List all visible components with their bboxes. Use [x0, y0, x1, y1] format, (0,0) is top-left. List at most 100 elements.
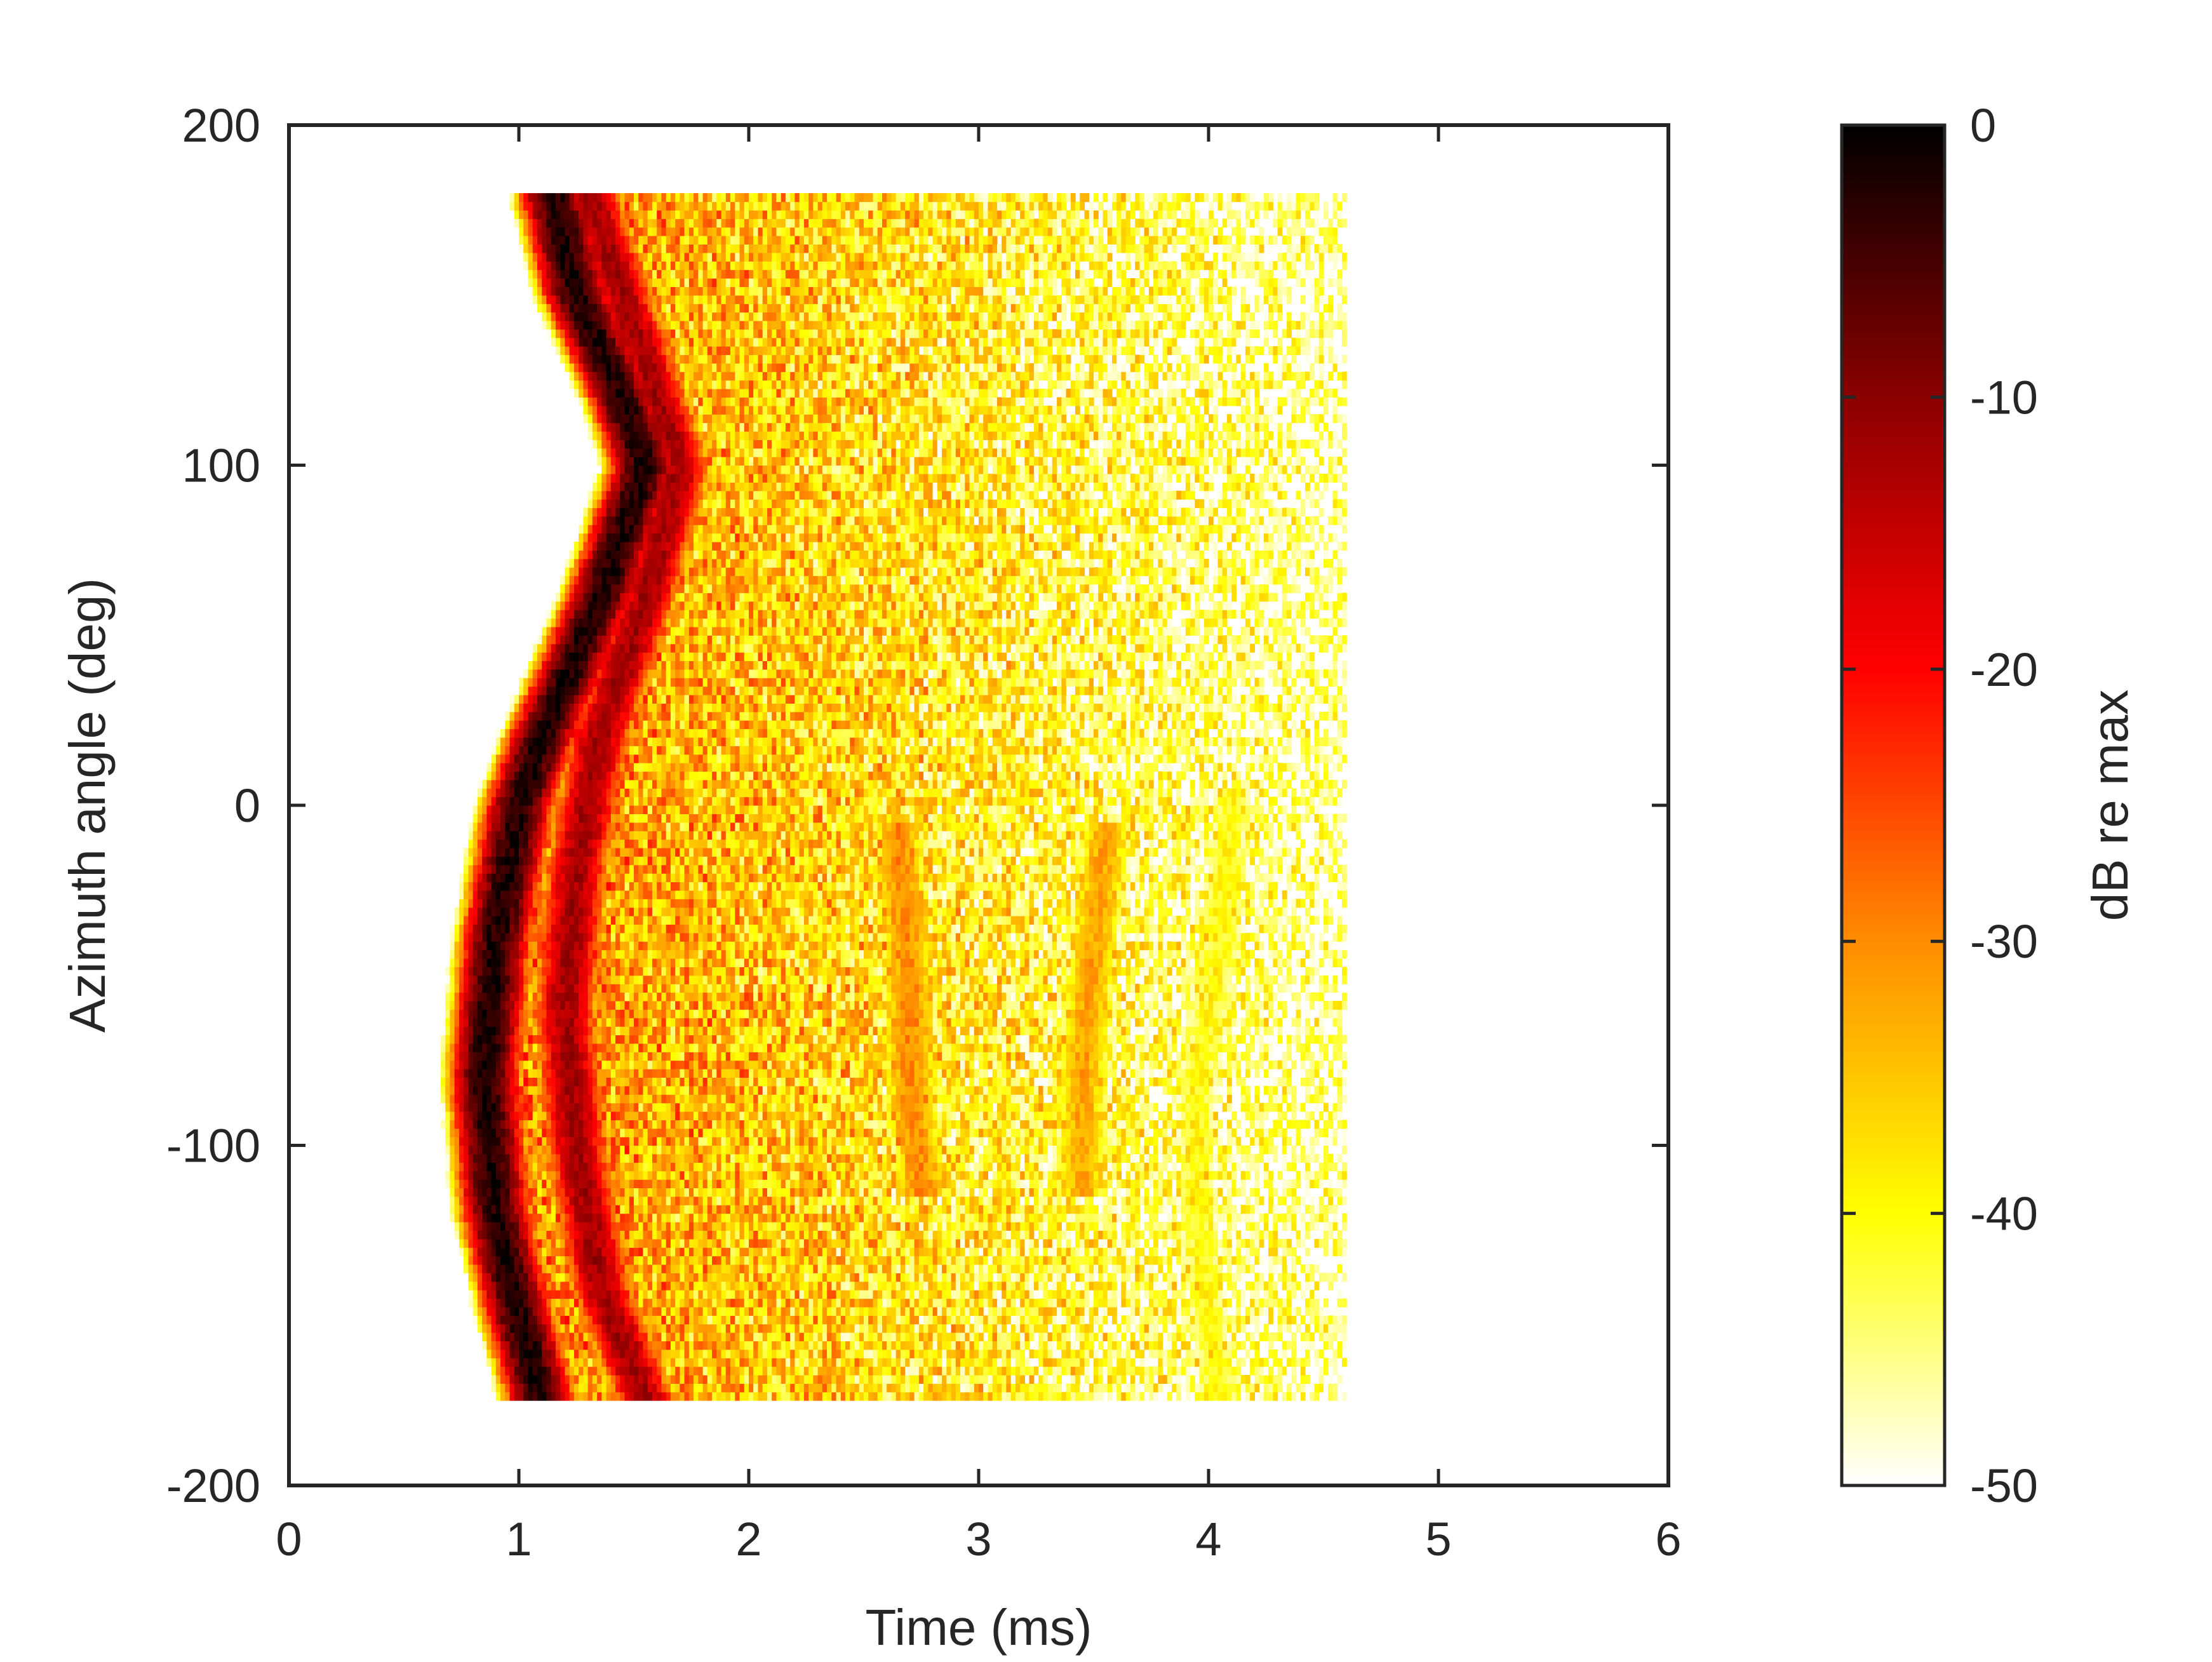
heatmap-cell	[607, 1273, 612, 1282]
heatmap-cell	[551, 1205, 556, 1214]
heatmap-cell	[1319, 1375, 1324, 1384]
heatmap-cell	[533, 1315, 538, 1324]
heatmap-cell	[1254, 1290, 1259, 1299]
heatmap-cell	[901, 1290, 906, 1299]
heatmap-cell	[905, 1315, 910, 1324]
heatmap-cell	[845, 1162, 850, 1171]
heatmap-cell	[533, 1239, 538, 1248]
heatmap-cell	[868, 1307, 873, 1316]
heatmap-cell	[1066, 1179, 1071, 1188]
heatmap-cell	[652, 1367, 657, 1376]
heatmap-cell	[1301, 1214, 1306, 1223]
heatmap-cell	[1181, 1247, 1186, 1256]
heatmap-cell	[1043, 1299, 1048, 1308]
heatmap-cell	[730, 1392, 735, 1401]
heatmap-cell	[1167, 1188, 1172, 1196]
heatmap-cell	[1130, 1264, 1136, 1273]
heatmap-cell	[629, 1256, 634, 1265]
heatmap-cell	[1305, 1350, 1310, 1358]
heatmap-cell	[629, 1299, 634, 1308]
heatmap-cell	[721, 1299, 727, 1308]
heatmap-cell	[1020, 1350, 1025, 1358]
heatmap-cell	[1209, 1214, 1214, 1223]
heatmap-cell	[570, 1315, 575, 1324]
heatmap-cell	[528, 1315, 533, 1324]
heatmap-cell	[822, 1214, 828, 1223]
heatmap-cell	[583, 1273, 588, 1282]
heatmap-cell	[473, 1282, 478, 1290]
heatmap-cell	[1075, 1214, 1080, 1223]
heatmap-cell	[928, 1367, 933, 1376]
heatmap-cell	[579, 1383, 584, 1392]
heatmap-cell	[1176, 1315, 1181, 1324]
heatmap-cell	[859, 1162, 864, 1171]
heatmap-cell	[519, 1230, 524, 1239]
heatmap-cell	[510, 1171, 515, 1180]
heatmap-cell	[1057, 1383, 1062, 1392]
heatmap-cell	[533, 1299, 538, 1308]
heatmap-cell	[546, 1383, 551, 1392]
heatmap-cell	[1305, 1179, 1310, 1188]
heatmap-cell	[694, 1162, 699, 1171]
heatmap-cell	[933, 1264, 938, 1273]
heatmap-cell	[919, 1222, 924, 1231]
heatmap-cell	[804, 1256, 809, 1265]
heatmap-cell	[896, 1307, 901, 1316]
heatmap-cell	[960, 1230, 965, 1239]
heatmap-cell	[997, 1171, 1002, 1180]
heatmap-cell	[519, 1282, 524, 1290]
heatmap-cell	[1149, 1299, 1154, 1308]
heatmap-cell	[1223, 1162, 1228, 1171]
heatmap-cell	[712, 1341, 717, 1350]
heatmap-cell	[1002, 1341, 1007, 1350]
heatmap-cell	[859, 1196, 864, 1205]
heatmap-cell	[500, 1341, 506, 1350]
heatmap-cell	[570, 1392, 575, 1401]
heatmap-cell	[1213, 1179, 1218, 1188]
heatmap-cell	[956, 1273, 961, 1282]
heatmap-cell	[1139, 1179, 1144, 1188]
heatmap-cell	[625, 1179, 630, 1188]
heatmap-cell	[486, 1205, 492, 1214]
heatmap-cell	[514, 1375, 519, 1384]
heatmap-cell	[1006, 1222, 1011, 1231]
heatmap-cell	[979, 1383, 984, 1392]
heatmap-cell	[1245, 1350, 1250, 1358]
heatmap-cell	[794, 1239, 800, 1248]
heatmap-cell	[1016, 1264, 1021, 1273]
heatmap-cell	[1176, 1179, 1181, 1188]
heatmap-cell	[1209, 1392, 1214, 1401]
heatmap-cell	[519, 1307, 524, 1316]
heatmap-cell	[1071, 1290, 1076, 1299]
heatmap-cell	[827, 1214, 832, 1223]
heatmap-cell	[523, 1214, 528, 1223]
heatmap-cell	[671, 1290, 676, 1299]
heatmap-cell	[988, 1332, 993, 1341]
heatmap-cell	[1176, 1290, 1181, 1299]
heatmap-cell	[611, 1307, 616, 1316]
heatmap-cell	[1190, 1179, 1195, 1188]
heatmap-cell	[510, 1324, 515, 1333]
heatmap-cell	[1080, 1290, 1085, 1299]
heatmap-cell	[1144, 1375, 1150, 1384]
heatmap-cell	[749, 1205, 754, 1214]
heatmap-cell	[565, 1375, 570, 1384]
heatmap-cell	[781, 1230, 786, 1239]
heatmap-cell	[1057, 1282, 1062, 1290]
heatmap-cell	[450, 1205, 455, 1214]
heatmap-cell	[749, 1222, 754, 1231]
heatmap-cell	[850, 1299, 855, 1308]
heatmap-cell	[979, 1179, 984, 1188]
heatmap-cell	[1186, 1358, 1191, 1367]
heatmap-cell	[836, 1247, 841, 1256]
heatmap-cell	[703, 1383, 708, 1392]
heatmap-cell	[712, 1247, 717, 1256]
heatmap-cell	[680, 1188, 685, 1196]
heatmap-cell	[726, 1375, 731, 1384]
heatmap-cell	[781, 1222, 786, 1231]
heatmap-cell	[666, 1273, 671, 1282]
heatmap-cell	[1139, 1282, 1144, 1290]
heatmap-cell	[735, 1188, 740, 1196]
heatmap-cell	[1052, 1188, 1057, 1196]
heatmap-cell	[1163, 1205, 1168, 1214]
